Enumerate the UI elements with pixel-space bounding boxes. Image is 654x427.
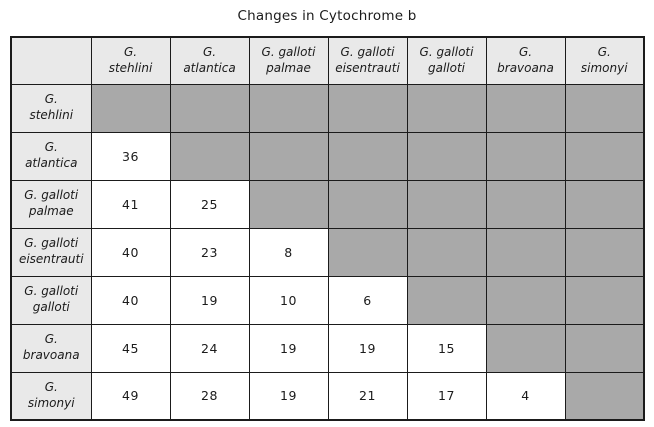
row-atlantica: G. atlantica 36 xyxy=(10,131,645,181)
row-galloti-eisentrauti: G. galloti eisentrauti 40 23 8 xyxy=(10,227,645,277)
matrix-cell: 41 xyxy=(90,179,171,229)
matrix-cell: 45 xyxy=(90,323,171,373)
shaded-cell xyxy=(485,323,566,373)
matrix-cell: 23 xyxy=(169,227,250,277)
shaded-cell xyxy=(564,227,645,277)
matrix-cell: 24 xyxy=(169,323,250,373)
shaded-cell xyxy=(406,131,487,181)
shaded-cell xyxy=(564,179,645,229)
matrix-cell: 40 xyxy=(90,227,171,277)
shaded-cell xyxy=(564,83,645,133)
shaded-cell xyxy=(485,83,566,133)
shaded-cell xyxy=(406,83,487,133)
matrix-cell: 6 xyxy=(327,275,408,325)
shaded-cell xyxy=(564,275,645,325)
shaded-cell xyxy=(169,131,250,181)
matrix-cell: 19 xyxy=(169,275,250,325)
column-header-bravoana: G. bravoana xyxy=(485,36,566,85)
column-header-galloti-eisentrauti: G. galloti eisentrauti xyxy=(327,36,408,85)
matrix-cell: 17 xyxy=(406,371,487,421)
matrix-cell: 8 xyxy=(248,227,329,277)
shaded-cell xyxy=(248,83,329,133)
shaded-cell xyxy=(485,131,566,181)
corner-cell xyxy=(10,36,92,85)
matrix-cell: 19 xyxy=(248,323,329,373)
matrix-cell: 40 xyxy=(90,275,171,325)
column-header-galloti-palmae: G. galloti palmae xyxy=(248,36,329,85)
shaded-cell xyxy=(406,227,487,277)
shaded-cell xyxy=(327,131,408,181)
row-galloti-palmae: G. galloti palmae 41 25 xyxy=(10,179,645,229)
shaded-cell xyxy=(327,179,408,229)
shaded-cell xyxy=(90,83,171,133)
shaded-cell xyxy=(327,83,408,133)
matrix-cell: 28 xyxy=(169,371,250,421)
chart-title: Changes in Cytochrome b xyxy=(237,8,417,24)
shaded-cell xyxy=(327,227,408,277)
shaded-cell xyxy=(248,131,329,181)
shaded-cell xyxy=(406,275,487,325)
matrix-cell: 36 xyxy=(90,131,171,181)
matrix-cell: 15 xyxy=(406,323,487,373)
shaded-cell xyxy=(485,227,566,277)
row-header-stehlini: G. stehlini xyxy=(10,83,92,133)
shaded-cell xyxy=(406,179,487,229)
matrix-cell: 4 xyxy=(485,371,566,421)
matrix-cell: 49 xyxy=(90,371,171,421)
shaded-cell xyxy=(485,179,566,229)
shaded-cell xyxy=(169,83,250,133)
shaded-cell xyxy=(485,275,566,325)
column-header-row: G. stehlini G. atlantica G. galloti palm… xyxy=(10,36,645,85)
column-header-atlantica: G. atlantica xyxy=(169,36,250,85)
shaded-cell xyxy=(564,131,645,181)
shaded-cell xyxy=(564,371,645,421)
matrix-cell: 10 xyxy=(248,275,329,325)
matrix-cell: 25 xyxy=(169,179,250,229)
row-header-galloti-galloti: G. galloti galloti xyxy=(10,275,92,325)
row-galloti-galloti: G. galloti galloti 40 19 10 6 xyxy=(10,275,645,325)
column-header-stehlini: G. stehlini xyxy=(90,36,171,85)
matrix-cell: 19 xyxy=(248,371,329,421)
row-header-simonyi: G. simonyi xyxy=(10,371,92,421)
matrix-cell: 19 xyxy=(327,323,408,373)
row-simonyi: G. simonyi 49 28 19 21 17 4 xyxy=(10,371,645,421)
distance-matrix-table: G. stehlini G. atlantica G. galloti palm… xyxy=(10,36,645,421)
row-header-galloti-palmae: G. galloti palmae xyxy=(10,179,92,229)
row-header-bravoana: G. bravoana xyxy=(10,323,92,373)
shaded-cell xyxy=(248,179,329,229)
matrix-cell: 21 xyxy=(327,371,408,421)
row-stehlini: G. stehlini xyxy=(10,83,645,133)
row-header-atlantica: G. atlantica xyxy=(10,131,92,181)
row-header-galloti-eisentrauti: G. galloti eisentrauti xyxy=(10,227,92,277)
column-header-simonyi: G. simonyi xyxy=(564,36,645,85)
row-bravoana: G. bravoana 45 24 19 19 15 xyxy=(10,323,645,373)
column-header-galloti-galloti: G. galloti galloti xyxy=(406,36,487,85)
shaded-cell xyxy=(564,323,645,373)
